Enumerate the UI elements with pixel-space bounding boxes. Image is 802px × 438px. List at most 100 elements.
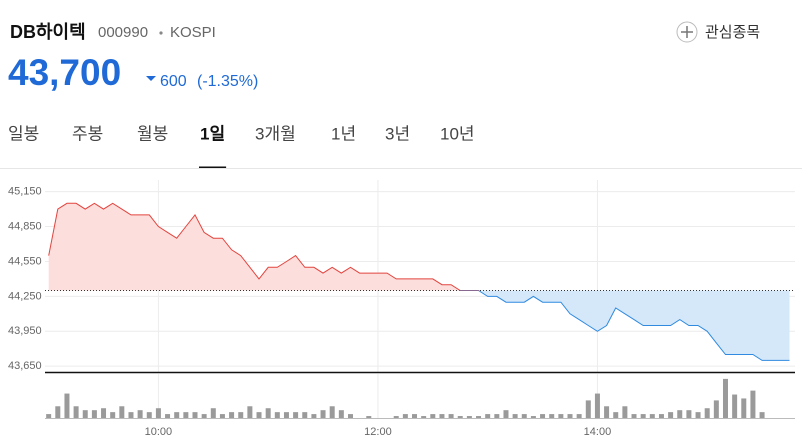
volume-bar	[311, 414, 317, 418]
tab[interactable]: 주봉	[72, 124, 103, 143]
volume-bar	[101, 408, 107, 418]
volume-bar	[64, 393, 70, 418]
volume-bar	[540, 414, 546, 418]
volume-bar	[604, 406, 610, 418]
tab[interactable]: 10년	[440, 124, 475, 143]
volume-bar	[155, 408, 161, 418]
volume-bar	[476, 416, 482, 418]
volume-bar	[338, 410, 344, 418]
volume-bar	[274, 412, 280, 418]
chart: 45,150 44,850 44,550 44,250 43,950 43,650 10:0…	[8, 180, 795, 438]
volume-bar	[347, 414, 353, 418]
volume-bar	[622, 406, 628, 418]
volume-bar	[55, 406, 61, 418]
volume-bar	[631, 414, 637, 418]
volume-bar	[302, 412, 308, 418]
volume-bar	[219, 414, 225, 418]
volume-bar	[613, 412, 619, 418]
volume-bar	[521, 414, 527, 418]
volume-bar	[183, 412, 189, 418]
volume-bar	[402, 414, 408, 418]
price: 43,700	[8, 52, 121, 93]
volume-bar	[567, 414, 573, 418]
x-tick-label: 10:00	[145, 426, 173, 438]
volume-bar	[119, 406, 125, 418]
volume-bar	[329, 406, 335, 418]
volume-bar	[46, 414, 52, 418]
y-tick-label: 43,650	[8, 360, 42, 372]
volume-bar	[658, 414, 664, 418]
stock-code: 000990	[98, 24, 148, 41]
tabs: 일봉 주봉 월봉 1일 3개월 1년 3년 10년	[8, 124, 475, 169]
volume-bar	[192, 412, 198, 418]
volume-bar	[503, 410, 509, 418]
market: KOSPI	[170, 24, 216, 41]
volume-bar	[594, 393, 600, 418]
volume-bar	[366, 416, 372, 418]
price-line-below	[459, 290, 790, 361]
volume-bar	[686, 410, 692, 418]
y-tick-label: 44,550	[8, 255, 42, 267]
volume-bar	[677, 410, 683, 418]
tab[interactable]: 일봉	[8, 124, 39, 143]
stock-name: DB하이텍	[10, 22, 86, 42]
volume-bar	[585, 400, 591, 418]
watch-button[interactable]: 관심종목	[676, 21, 760, 43]
volume-bar	[128, 412, 134, 418]
volume-bar	[732, 394, 738, 418]
down-arrow	[146, 76, 156, 81]
tab[interactable]: 3개월	[255, 124, 296, 143]
x-tick-label: 12:00	[364, 426, 392, 438]
volume-bar	[293, 412, 299, 418]
volume-bar	[549, 414, 555, 418]
volume-bar	[430, 414, 436, 418]
area-above	[48, 203, 790, 291]
volume-bar	[722, 378, 728, 418]
volume-bar	[640, 414, 646, 418]
volume-bar	[457, 416, 463, 418]
tab[interactable]: 월봉	[137, 124, 168, 143]
volume-bar	[91, 410, 97, 418]
y-tick-label: 44,250	[8, 290, 42, 302]
volume-bar	[73, 406, 79, 418]
area-below	[478, 290, 790, 361]
volume-bar	[265, 408, 271, 418]
y-tick-label: 45,150	[8, 186, 42, 198]
volume-bar	[201, 414, 207, 418]
x-tick-label: 14:00	[584, 426, 612, 438]
volume-bar	[283, 412, 289, 418]
volume-bar	[750, 390, 756, 418]
volume-bar	[649, 414, 655, 418]
y-tick-label: 43,950	[8, 325, 42, 337]
volume-bar	[146, 412, 152, 418]
volume-bar	[741, 398, 747, 418]
volume-bar	[668, 412, 674, 418]
volume-bar	[393, 416, 399, 418]
volume-bar	[421, 416, 427, 418]
volume-bar	[247, 406, 253, 418]
volume-bar	[530, 416, 536, 418]
tab[interactable]: 3년	[385, 124, 410, 143]
change-rate: (-1.35%)	[197, 73, 258, 90]
volume-bar	[695, 412, 701, 418]
volume-bar	[238, 412, 244, 418]
plus-sign	[681, 26, 693, 38]
change: 600	[160, 73, 187, 90]
volume-bar	[82, 410, 88, 418]
volume-bar	[210, 408, 216, 418]
volume-bar	[576, 414, 582, 418]
y-tick-label: 44,850	[8, 220, 42, 232]
tab[interactable]: 1일	[200, 124, 225, 143]
volume-bar	[485, 414, 491, 418]
volume-bar	[229, 412, 235, 418]
volume-bar	[448, 414, 454, 418]
volume-bar	[512, 414, 518, 418]
volume-bar	[558, 414, 564, 418]
volume-bar	[256, 412, 262, 418]
tab[interactable]: 1년	[331, 124, 356, 143]
volume-bar	[165, 414, 171, 418]
watch-label: 관심종목	[705, 24, 760, 41]
volume-bar	[713, 400, 719, 418]
volume-bar	[494, 414, 500, 418]
